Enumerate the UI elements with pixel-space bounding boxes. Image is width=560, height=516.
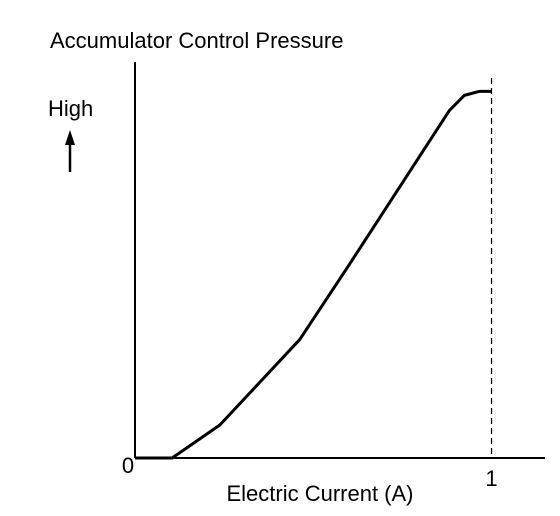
x-tick-label: 1 <box>485 466 497 491</box>
y-arrow <box>65 130 75 172</box>
x-axis-label: Electric Current (A) <box>226 481 413 506</box>
y-axis-label: High <box>48 96 93 121</box>
chart-title: Accumulator Control Pressure <box>50 28 343 53</box>
x-tick-label: 0 <box>122 453 134 478</box>
line-series <box>135 89 492 460</box>
